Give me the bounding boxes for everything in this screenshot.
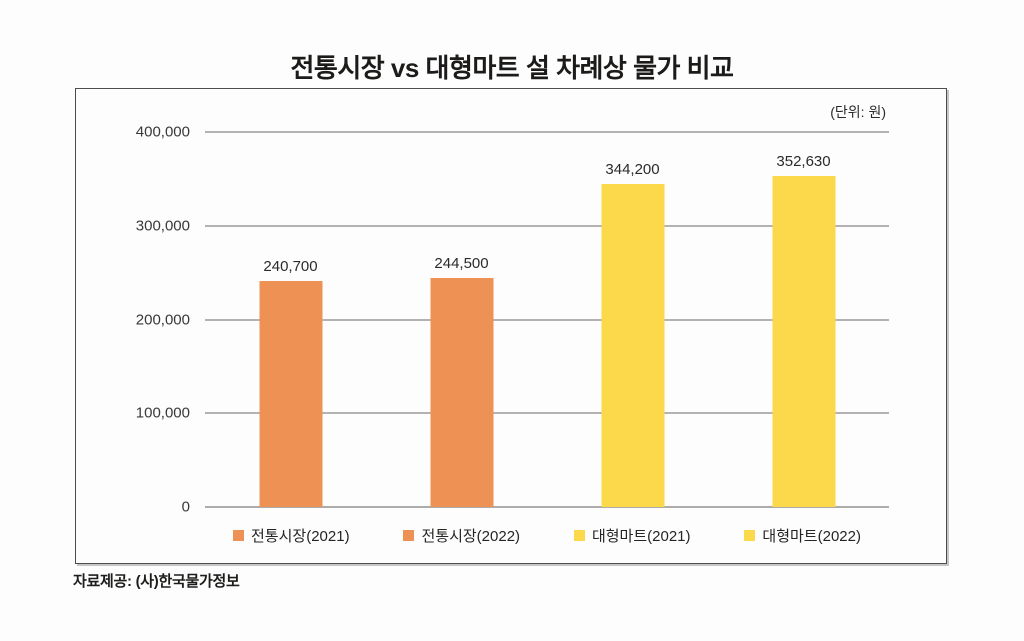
legend-item-대형마트(2021): 대형마트(2021) <box>573 525 691 546</box>
y-tick-label-200,000: 200,000 <box>135 311 190 328</box>
bar-slot: 244,500 <box>376 132 547 507</box>
y-tick-label-400,000: 400,000 <box>135 123 190 141</box>
gridline-200,000 <box>205 318 889 321</box>
bar-value-label: 344,200 <box>605 161 660 179</box>
legend-label: 대형마트(2022) <box>762 528 861 545</box>
bar-value-label: 244,500 <box>434 254 489 272</box>
bar-value-label: 352,630 <box>776 153 831 171</box>
legend-item-전통시장(2022): 전통시장(2022) <box>403 525 520 546</box>
bar-slot: 352,630 <box>718 132 889 507</box>
chart-frame: (단위: 원) 0 100,000 200,000 300,000 400,000 240… <box>75 88 947 564</box>
bar-slot: 344,200 <box>547 132 718 507</box>
bar-전통시장(2021): 240,700 <box>259 258 322 507</box>
legend-label: 대형마트(2021) <box>591 528 691 545</box>
gridline-100,000 <box>205 412 889 415</box>
legend-item-대형마트(2022): 대형마트(2022) <box>744 525 861 546</box>
gridline-0 <box>205 506 889 508</box>
y-tick-label-100,000: 100,000 <box>135 404 190 422</box>
source-label: 자료제공: (사)한국물가정보 <box>73 573 240 590</box>
bar-대형마트(2021): 344,200 <box>601 161 664 507</box>
bar-slot: 240,700 <box>205 132 376 507</box>
legend-swatch-icon <box>403 530 415 541</box>
legend-swatch-icon <box>233 530 244 541</box>
gridline-300,000 <box>205 224 889 227</box>
bar-전통시장(2022): 244,500 <box>430 255 493 507</box>
bar-대형마트(2022): 352,630 <box>772 153 835 507</box>
bar-value-label: 240,700 <box>263 258 318 276</box>
legend-label: 전통시장(2022) <box>421 528 521 545</box>
unit-label: (단위: 원) <box>830 104 886 120</box>
legend-item-전통시장(2021): 전통시장(2021) <box>233 525 350 546</box>
legend-swatch-icon <box>744 530 756 541</box>
legend-swatch-icon <box>573 530 585 541</box>
legend: 전통시장(2021) 전통시장(2022) 대형마트(2021) 대형마트(2022) <box>205 525 889 546</box>
y-tick-label-0: 0 <box>181 498 190 516</box>
y-tick-label-300,000: 300,000 <box>135 217 190 235</box>
bars-container: 240,700 244,500 344,200 352,630 <box>205 132 889 507</box>
plot-area: 0 100,000 200,000 300,000 400,000 240,700 244,… <box>136 124 889 516</box>
gridline-400,000 <box>205 131 889 133</box>
legend-label: 전통시장(2021) <box>251 528 350 545</box>
chart-title: 전통시장 vs 대형마트 설 차례상 물가 비교 <box>290 53 734 83</box>
